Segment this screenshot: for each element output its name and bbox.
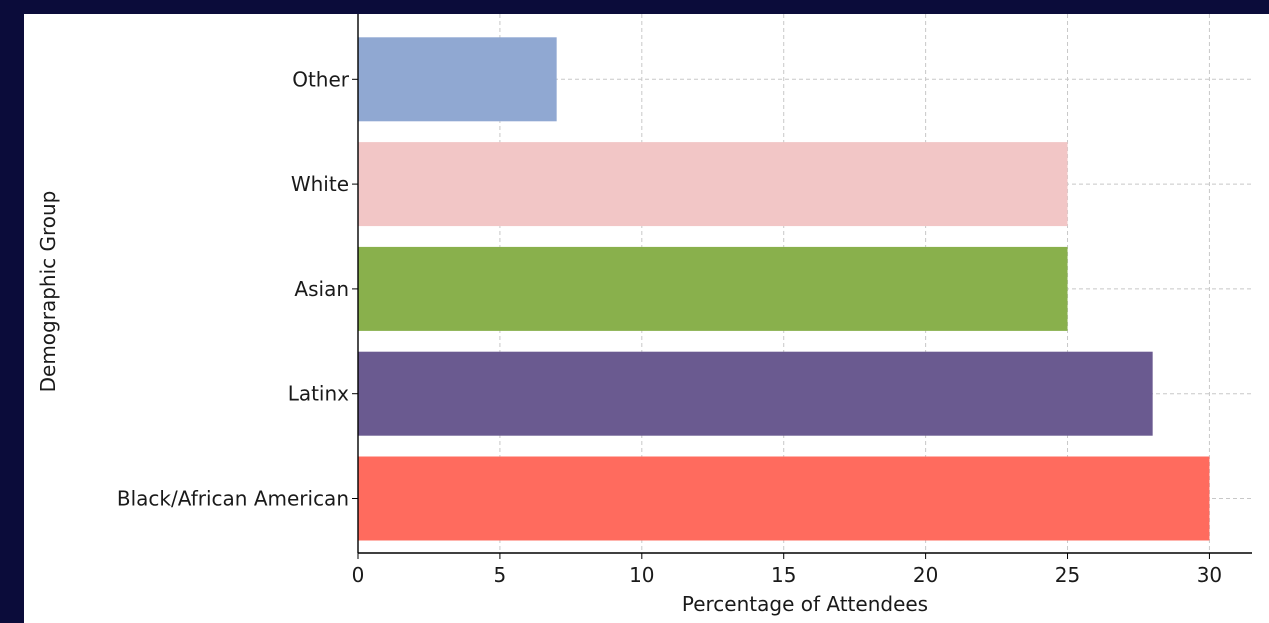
x-tick-label-1: 5 <box>494 563 507 587</box>
y-tick-label-4: Other <box>292 67 350 91</box>
x-tick-label-3: 15 <box>771 563 796 587</box>
x-tick-label-6: 30 <box>1197 563 1222 587</box>
bars <box>358 37 1210 541</box>
bar-3 <box>358 142 1068 227</box>
y-tick-label-1: Latinx <box>288 382 349 406</box>
x-tick-label-2: 10 <box>629 563 654 587</box>
bar-1 <box>358 351 1153 436</box>
y-tick-label-2: Asian <box>294 277 349 301</box>
chart-frame: 0 5 10 15 20 25 30 Black/African American Latin… <box>24 14 1269 623</box>
x-tick-label-5: 25 <box>1055 563 1080 587</box>
bar-4 <box>358 37 557 122</box>
bar-chart: 0 5 10 15 20 25 30 Black/African American Latin… <box>36 14 1252 616</box>
x-axis-label: Percentage of Attendees <box>682 592 928 616</box>
y-tick-labels: Black/African American Latinx Asian White Ot… <box>117 67 350 510</box>
y-tick-label-3: White <box>291 172 349 196</box>
x-tick-label-0: 0 <box>352 563 365 587</box>
y-tick-label-0: Black/African American <box>117 487 349 511</box>
x-tick-label-4: 20 <box>913 563 938 587</box>
y-axis-label: Demographic Group <box>36 191 60 393</box>
bar-2 <box>358 246 1068 331</box>
x-tick-labels: 0 5 10 15 20 25 30 <box>352 563 1223 587</box>
axes <box>352 14 1252 559</box>
bar-0 <box>358 456 1210 541</box>
